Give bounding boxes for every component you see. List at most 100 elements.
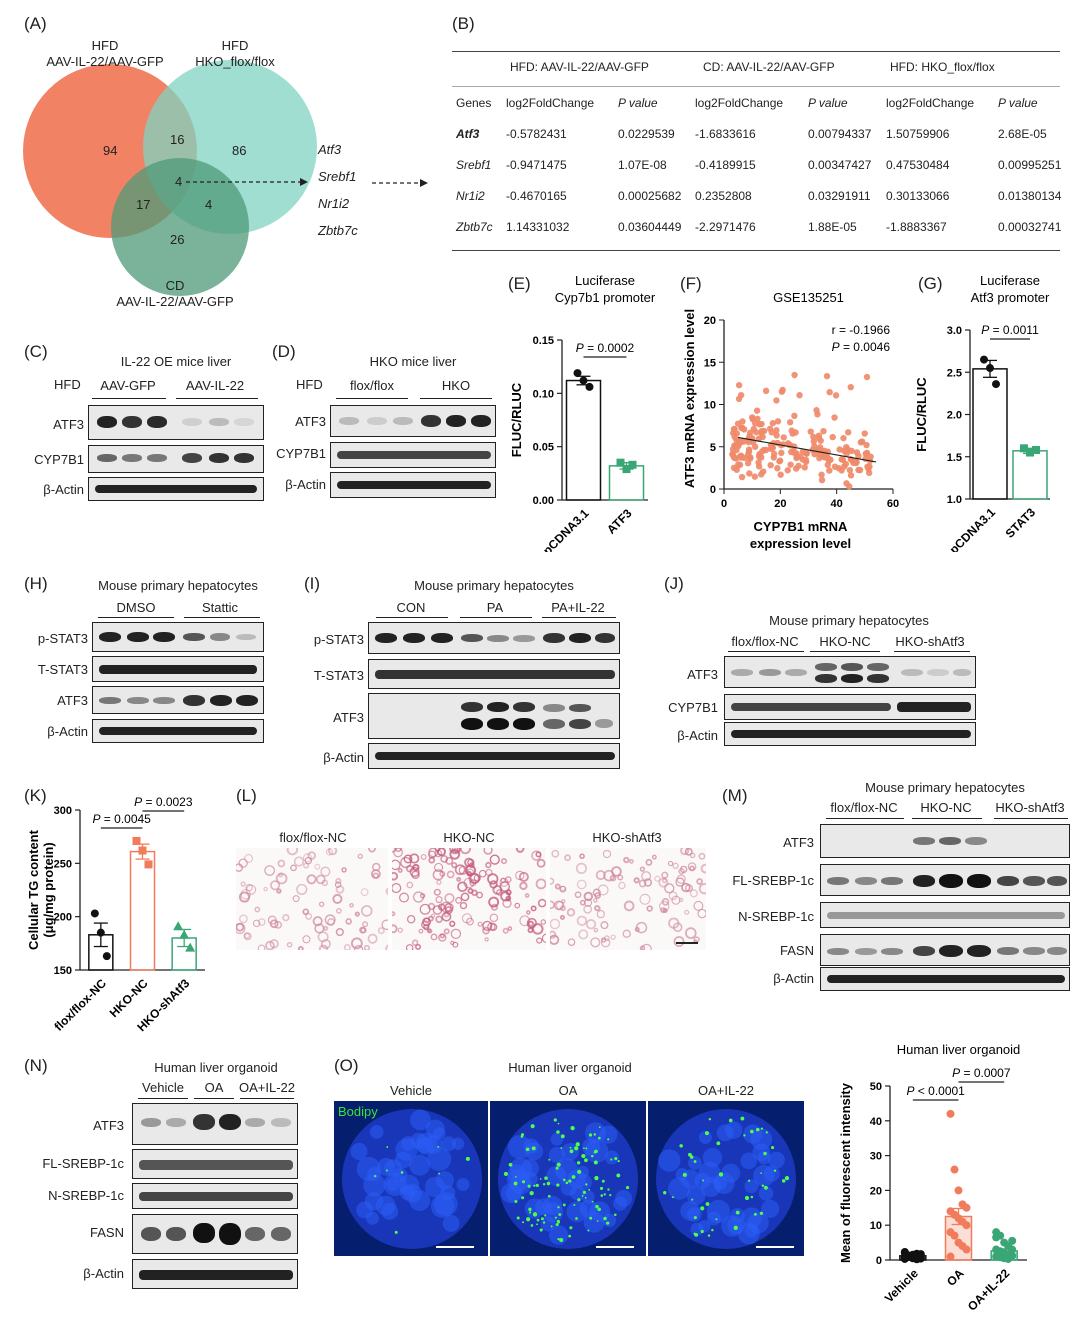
lipid-droplet [392, 871, 399, 881]
lipid-droplet [514, 902, 521, 909]
lipid-droplet [561, 899, 566, 904]
scatter-point [867, 453, 874, 460]
scale-bar [756, 1246, 794, 1248]
lipid-droplet [564, 854, 571, 862]
nucleus [744, 1179, 759, 1194]
blot-row-label: FASN [90, 1225, 124, 1240]
table-header-cell: Genes [456, 95, 492, 110]
lipid-droplet [530, 1124, 535, 1129]
data-point [1008, 1236, 1017, 1245]
lipid-droplet [607, 1138, 610, 1141]
lipid-droplet [602, 849, 612, 859]
group-underline [460, 617, 532, 618]
data-point [185, 942, 196, 952]
lipid-droplet [590, 1154, 594, 1158]
lipid-droplet [238, 858, 248, 868]
lipid-droplet [645, 858, 653, 866]
blot-strip [820, 864, 1070, 896]
data-point [616, 458, 625, 467]
lipid-droplet [597, 1136, 601, 1140]
y-tick-label: 0 [876, 1255, 882, 1267]
scatter-point [865, 465, 872, 473]
lipid-droplet [681, 882, 691, 893]
lipid-droplet [567, 938, 576, 946]
chart-title: Luciferase Atf3 promoter [971, 273, 1050, 305]
lipid-droplet [372, 872, 379, 879]
micrograph-texture [392, 848, 546, 950]
blot-group-label: HKO-shAtf3 [995, 800, 1065, 815]
blot-row-label: FL-SREBP-1c [732, 873, 814, 888]
nucleus [435, 1171, 454, 1190]
scatter-point [779, 441, 787, 448]
lipid-droplet [575, 1142, 580, 1147]
lipid-droplet [394, 1230, 398, 1234]
lipid-droplet [516, 1216, 520, 1220]
data-point [962, 1221, 971, 1230]
lipid-droplet [576, 879, 587, 890]
lipid-droplet [559, 905, 566, 912]
lipid-droplet [277, 859, 286, 868]
lipid-droplet [418, 928, 424, 934]
scatter-point [810, 433, 817, 441]
scatter-point [861, 430, 868, 437]
lipid-droplet [581, 1153, 586, 1159]
lipid-droplet [453, 848, 461, 854]
lipid-droplet [306, 874, 317, 885]
gene-label: Zbtb7c [318, 223, 358, 238]
nucleus [524, 1142, 544, 1161]
blot-group-label: flox/flox-NC [731, 634, 799, 649]
scatter-point [840, 434, 847, 442]
x-tick-label: pCDNA3.1 [947, 505, 999, 552]
lipid-droplet [343, 944, 351, 950]
nucleus [441, 1136, 457, 1152]
lipid-droplet [536, 1223, 538, 1226]
lipid-droplet [374, 1175, 377, 1178]
table-cell: 0.00032741 [998, 219, 1062, 234]
blot-strip [724, 656, 976, 688]
lipid-droplet [599, 1186, 604, 1190]
lipid-droplet [385, 944, 388, 950]
blot-row-label: N-SREBP-1c [738, 909, 814, 924]
lipid-droplet [557, 1206, 560, 1209]
x-tick-label: ATF3 [604, 506, 635, 537]
lipid-droplet [598, 1126, 601, 1129]
table-group-header: HFD: AAV-IL-22/AAV-GFP [510, 60, 649, 74]
table-cell: -2.2971476 [695, 219, 756, 234]
lipid-droplet [445, 856, 454, 865]
lipid-droplet [571, 1175, 576, 1179]
lipid-droplet [455, 896, 463, 904]
lipid-droplet [393, 848, 403, 858]
lipid-droplet [430, 913, 436, 918]
scatter-point [851, 458, 859, 465]
nucleus [440, 1185, 456, 1201]
scatter-point [803, 449, 810, 457]
lipid-droplet [696, 878, 703, 885]
lipid-droplet [258, 918, 266, 926]
lipid-droplet [428, 848, 439, 858]
bar [972, 368, 1008, 500]
y-tick-label: 3.0 [947, 325, 962, 337]
organoid-texture [342, 1109, 482, 1249]
lipid-droplet [593, 1133, 597, 1136]
gene-label: Nr1i2 [318, 196, 350, 211]
lipid-droplet [323, 925, 329, 931]
lipid-droplet [315, 874, 326, 885]
lipid-droplet [565, 1181, 569, 1185]
organoid-fluorescence-image [490, 1101, 646, 1256]
blot-group-label: PA [486, 600, 504, 615]
lipid-droplet [544, 1214, 547, 1217]
lipid-droplet [245, 883, 253, 892]
scatter-point [744, 451, 752, 458]
lipid-droplet [748, 1179, 751, 1182]
lipid-droplet [314, 863, 321, 870]
y-tick-label: 0.10 [533, 388, 554, 400]
scatter-point [815, 432, 822, 439]
lipid-droplet [292, 895, 300, 903]
lipid-droplet [641, 871, 652, 882]
lipid-droplet [252, 919, 261, 928]
lipid-droplet [601, 1179, 605, 1183]
venn-count-only1: 94 [103, 143, 118, 158]
lipid-droplet [490, 903, 498, 911]
nucleus [763, 1165, 780, 1182]
group-underline [92, 398, 166, 399]
